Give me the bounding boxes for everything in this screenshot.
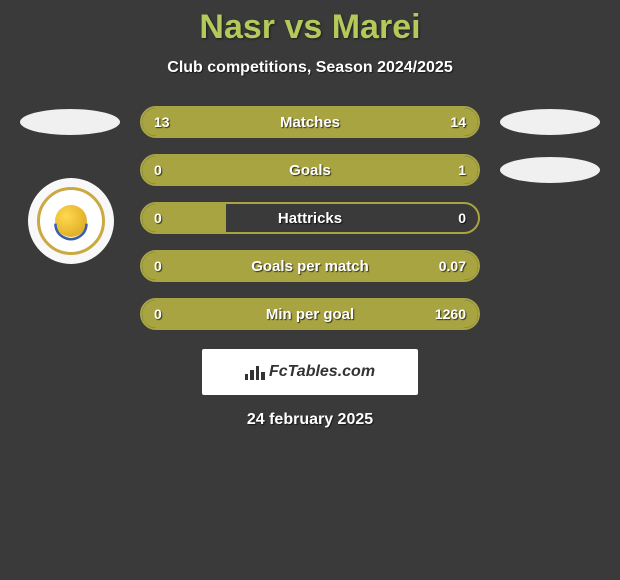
- stat-value-left: 0: [154, 162, 162, 178]
- stat-value-left: 13: [154, 114, 170, 130]
- stat-value-right: 1260: [435, 306, 466, 322]
- stat-value-left: 0: [154, 210, 162, 226]
- stat-label: Hattricks: [278, 210, 342, 227]
- subtitle: Club competitions, Season 2024/2025: [0, 59, 620, 77]
- stat-value-left: 0: [154, 306, 162, 322]
- team-badge-left: ◡: [28, 178, 114, 264]
- stat-value-left: 0: [154, 258, 162, 274]
- stat-bar: 0 0.07 Goals per match: [140, 250, 480, 282]
- stat-row: 0 1 Goals: [0, 153, 620, 187]
- player-marker-right: [500, 157, 600, 183]
- stat-label: Matches: [280, 114, 340, 131]
- fctables-attribution: FcTables.com: [202, 349, 418, 395]
- chart-icon: [245, 364, 265, 380]
- stat-row: 0 1260 Min per goal: [0, 297, 620, 331]
- bar-fill-left: [142, 156, 202, 184]
- stat-label: Goals: [289, 162, 331, 179]
- player-marker-right: [500, 109, 600, 135]
- bar-fill-right: [202, 156, 478, 184]
- stat-bar: 0 0 Hattricks: [140, 202, 480, 234]
- date: 24 february 2025: [0, 411, 620, 429]
- stat-label: Min per goal: [266, 306, 354, 323]
- stat-bar: 0 1260 Min per goal: [140, 298, 480, 330]
- stat-row: 13 14 Matches: [0, 105, 620, 139]
- stat-value-right: 0.07: [439, 258, 466, 274]
- stat-value-right: 0: [458, 210, 466, 226]
- page-title: Nasr vs Marei: [0, 8, 620, 47]
- stat-bar: 13 14 Matches: [140, 106, 480, 138]
- stat-value-right: 1: [458, 162, 466, 178]
- stat-bar: 0 1 Goals: [140, 154, 480, 186]
- player-marker-left: [20, 109, 120, 135]
- fctables-label: FcTables.com: [269, 363, 375, 381]
- stat-value-right: 14: [450, 114, 466, 130]
- stat-label: Goals per match: [251, 258, 369, 275]
